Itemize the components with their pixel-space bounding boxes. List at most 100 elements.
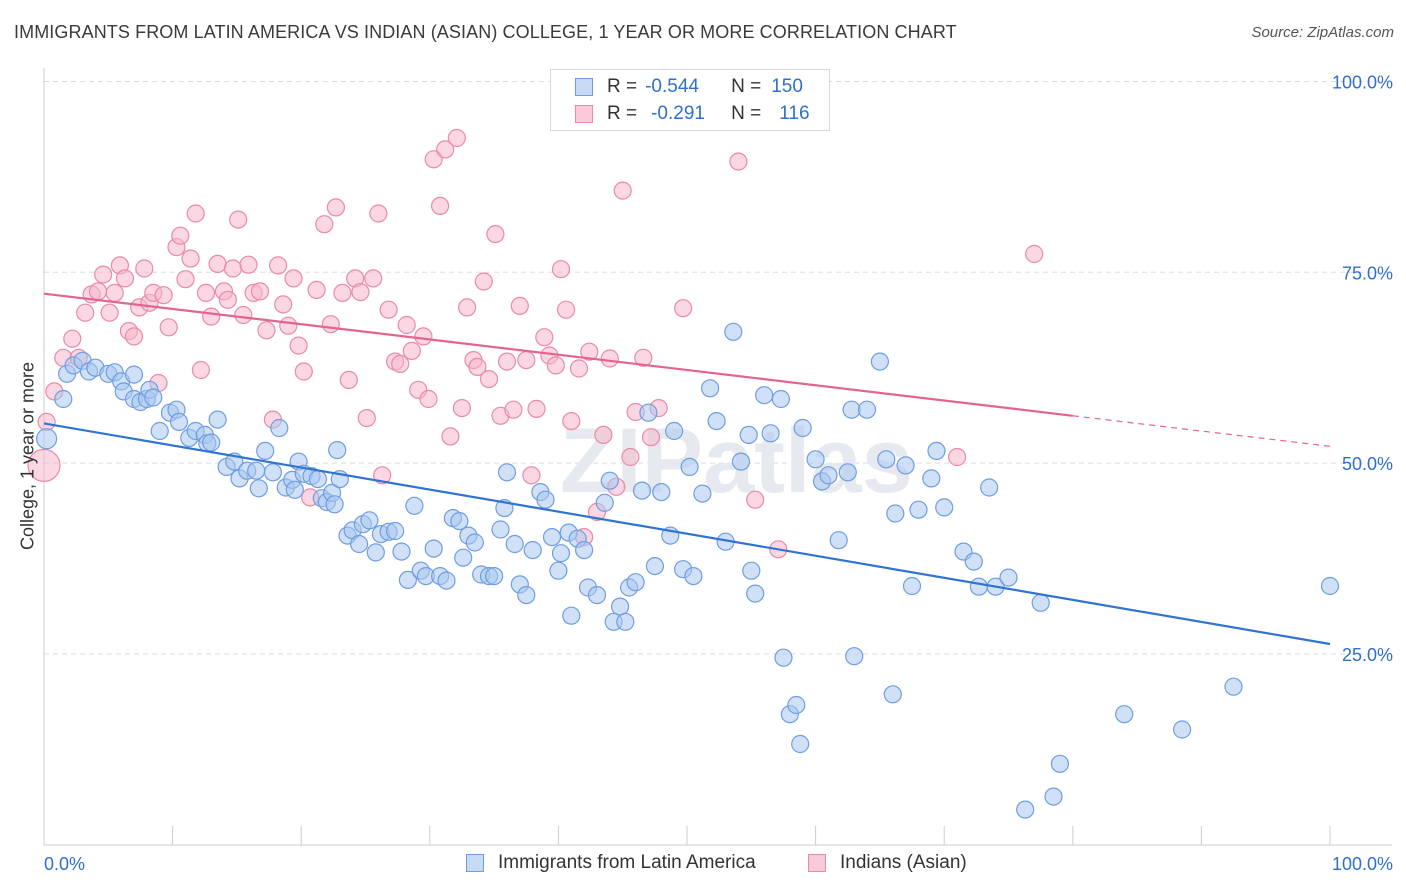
pink-point <box>600 349 619 368</box>
blue-point <box>755 386 774 405</box>
legend-row-indians-asian: R = -0.291 N = 116 <box>575 101 810 127</box>
series-immigrants-latin-america <box>35 322 1340 819</box>
blue-point <box>838 463 857 482</box>
blue-point <box>35 428 58 450</box>
pink-point <box>357 409 376 428</box>
blue-point <box>1172 720 1192 739</box>
blue-point <box>639 403 658 422</box>
blue-point <box>742 561 761 580</box>
blue-point <box>465 533 484 552</box>
blue-point <box>877 450 896 469</box>
pink-point <box>339 370 358 389</box>
pink-point <box>474 272 493 291</box>
blue-point <box>761 424 780 443</box>
blue-point <box>256 441 275 460</box>
pink-point <box>562 412 581 431</box>
blue-point <box>491 520 510 539</box>
x-tick-label: 100.0% <box>1332 854 1393 874</box>
pink-point <box>673 299 693 318</box>
blue-point <box>964 552 983 571</box>
pink-point <box>419 389 438 409</box>
blue-point <box>386 521 405 541</box>
blue-point <box>247 461 266 480</box>
pink-point <box>556 300 576 319</box>
blue-point <box>270 418 289 438</box>
blue-point <box>902 576 922 596</box>
pink-point <box>364 269 383 288</box>
blue-point <box>366 543 385 562</box>
blue-point <box>896 456 915 475</box>
blue-point <box>54 389 73 409</box>
pink-point <box>486 225 505 244</box>
blue-point <box>1031 593 1050 612</box>
blue-point <box>285 480 304 499</box>
pink-point <box>569 359 589 378</box>
blue-point <box>398 570 417 590</box>
pink-point <box>239 255 258 274</box>
pink-point <box>452 399 471 418</box>
legend-item-indians-asian[interactable]: Indians (Asian) <box>808 852 967 874</box>
blue-point <box>1115 705 1134 724</box>
source-label: Source: ZipAtlas.com <box>1251 24 1394 41</box>
tick-labels: 25.0% 50.0% 75.0% 100.0% 0.0% 100.0% <box>44 73 1393 875</box>
pink-point <box>613 181 632 200</box>
pink-point <box>641 428 661 447</box>
pink-point <box>124 327 144 346</box>
pink-point <box>294 362 313 381</box>
pink-point <box>284 269 303 288</box>
blue-point <box>999 568 1018 587</box>
blue-point <box>886 504 905 523</box>
blue-point <box>626 573 645 592</box>
pink-point <box>269 256 288 275</box>
blue-point <box>263 463 282 482</box>
pink-point <box>202 307 221 326</box>
blue-point <box>1320 576 1340 596</box>
pink-point <box>234 305 253 325</box>
blue-point <box>574 540 594 560</box>
trendline-indians-asian-extension <box>1072 415 1331 447</box>
blue-point <box>684 566 703 586</box>
pink-point <box>497 352 517 371</box>
legend-swatch-blue <box>466 854 484 872</box>
trendline-indians-asian <box>43 292 1073 417</box>
blue-point <box>793 418 812 438</box>
legend-row-latin-america: R = -0.544 N = 150 <box>575 74 803 100</box>
blue-point <box>739 425 758 444</box>
blue-point <box>150 421 169 441</box>
y-tick-label: 50.0% <box>1342 454 1393 474</box>
legend-item-latin-america[interactable]: Immigrants from Latin America <box>466 852 756 874</box>
pink-point <box>191 360 210 380</box>
blue-point <box>724 322 743 341</box>
y-tick-label: 100.0% <box>1332 73 1393 93</box>
pink-point <box>447 128 466 148</box>
blue-point <box>922 469 941 488</box>
blue-point <box>360 511 379 530</box>
blue-point <box>829 531 848 550</box>
blue-point <box>980 478 999 497</box>
blue-point <box>680 457 699 476</box>
blue-point <box>405 496 424 515</box>
pink-point <box>436 140 455 159</box>
blue-point <box>562 606 581 625</box>
pink-point <box>196 283 216 302</box>
pink-point <box>535 328 554 347</box>
blue-point <box>731 452 751 471</box>
grid-lines <box>44 81 1392 655</box>
pink-point <box>551 260 571 279</box>
blue-point <box>693 484 712 503</box>
blue-point <box>328 441 347 460</box>
blue-point <box>610 597 630 616</box>
chart-title: IMMIGRANTS FROM LATIN AMERICA VS INDIAN … <box>14 22 957 42</box>
legend-r-label: R = <box>607 76 638 97</box>
blue-point <box>927 441 946 460</box>
legend-n-value: 116 <box>779 103 810 124</box>
blue-point <box>169 412 189 431</box>
pink-point <box>504 400 523 419</box>
series-indians-asian <box>27 128 1044 559</box>
trendline-latin-america <box>43 422 1331 646</box>
pink-point <box>307 280 326 299</box>
pink-point <box>510 296 529 315</box>
pink-point <box>181 249 200 268</box>
legend-swatch-pink <box>808 854 826 872</box>
